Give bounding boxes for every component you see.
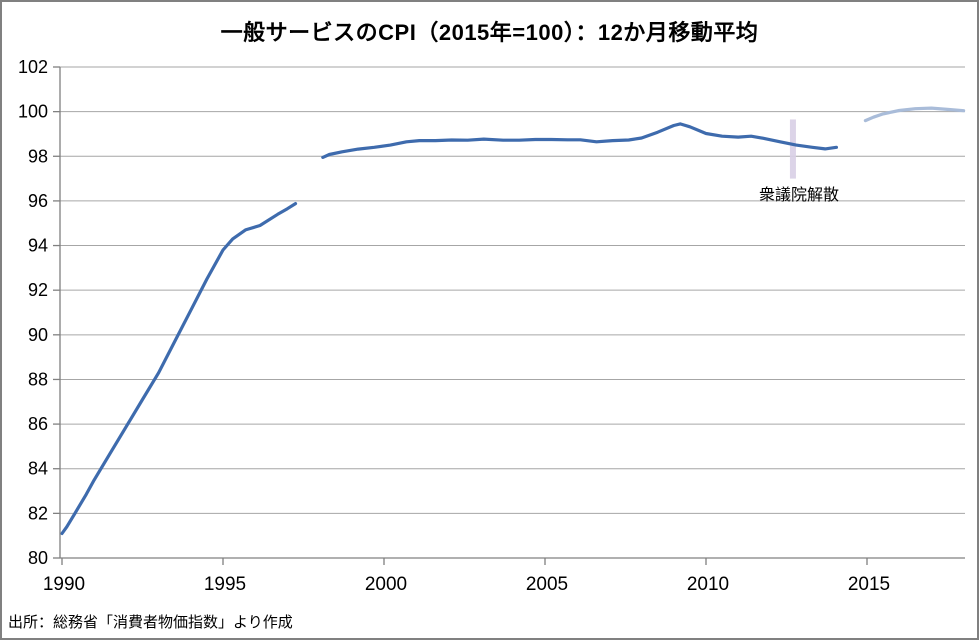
y-tick-label: 80 [28, 548, 48, 568]
y-tick-label: 102 [18, 57, 48, 77]
chart-title: 一般サービスのCPI（2015年=100）：12か月移動平均 [220, 20, 759, 45]
y-tick-label: 88 [28, 369, 48, 389]
y-tick-label: 98 [28, 146, 48, 166]
y-tick-label: 84 [28, 459, 48, 479]
y-tick-label: 90 [28, 325, 48, 345]
y-tick-label: 86 [28, 414, 48, 434]
x-tick-label: 1990 [43, 574, 85, 595]
x-tick-label: 1995 [204, 574, 246, 595]
x-tick-label: 2000 [365, 574, 407, 595]
y-tick-label: 96 [28, 191, 48, 211]
x-tick-label: 2010 [687, 574, 729, 595]
series-line-cpi-2015-2018 [863, 106, 966, 123]
y-tick-label: 94 [28, 236, 48, 256]
x-tick-label: 2015 [848, 574, 890, 595]
x-tick-label: 2005 [526, 574, 568, 595]
event-annotation-label: 衆議院解散 [758, 187, 840, 204]
source-note: 出所：総務省「消費者物価指数」より作成 [8, 614, 293, 631]
y-tick-label: 100 [18, 102, 48, 122]
y-tick-label: 92 [28, 280, 48, 300]
event-marker-bar [789, 119, 796, 179]
series-line-cpi-1998-2014 [321, 122, 839, 159]
y-tick-label: 82 [28, 503, 48, 523]
series-line-cpi-1990-1997 [60, 202, 298, 536]
